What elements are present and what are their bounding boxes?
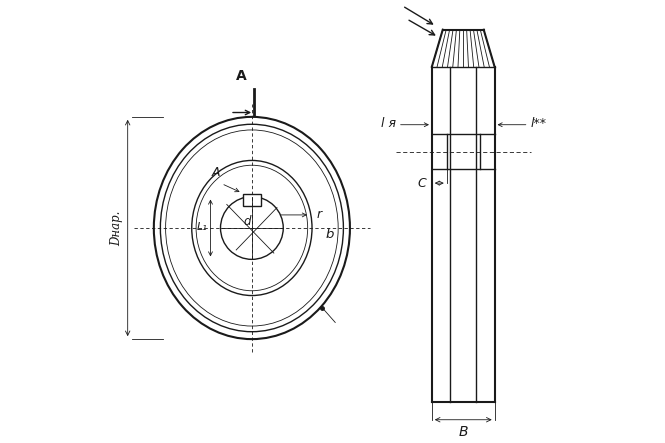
Text: b: b	[325, 228, 333, 241]
Bar	[243, 194, 261, 206]
Text: Dнар.: Dнар.	[110, 210, 123, 246]
Text: A: A	[212, 166, 220, 179]
Text: l**: l**	[531, 117, 547, 130]
Text: l я: l я	[380, 117, 396, 130]
Text: d: d	[244, 215, 251, 228]
Text: r: r	[317, 208, 321, 222]
Text: A: A	[235, 69, 246, 83]
Polygon shape	[432, 30, 495, 67]
Text: C: C	[418, 177, 427, 190]
Text: L₁: L₁	[196, 222, 207, 232]
Text: B: B	[458, 425, 468, 439]
